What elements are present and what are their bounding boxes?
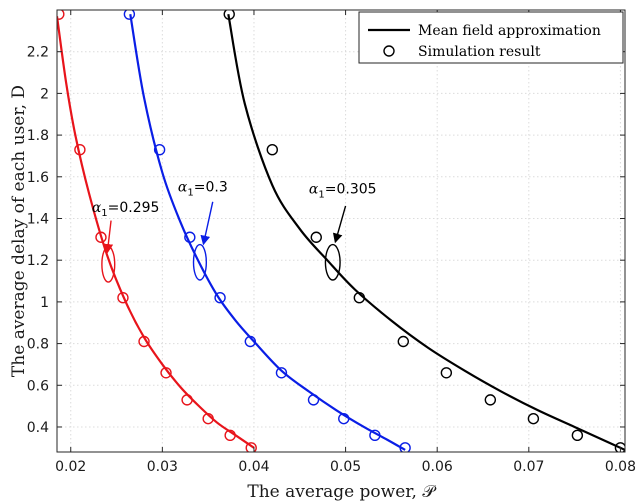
x-tick-label: 0.02 — [55, 459, 86, 475]
series-0-sim-point — [224, 429, 236, 442]
series-2-curve — [227, 13, 625, 451]
legend-marker-swatch — [383, 45, 395, 57]
y-tick-label: 1.6 — [27, 170, 49, 186]
x-tick-label: 0.07 — [513, 459, 544, 475]
legend-label-mean-field: Mean field approximation — [418, 23, 601, 39]
x-tick-label: 0.08 — [605, 459, 636, 475]
x-tick-label: 0.04 — [238, 459, 269, 475]
x-tick-label: 0.06 — [422, 459, 453, 475]
annotation-1-ellipse — [192, 243, 208, 281]
series-1-sim-point — [275, 367, 288, 379]
series-1-sim-point — [153, 143, 166, 156]
annotation-subscript: 1 — [318, 189, 324, 200]
annotation-alpha: α — [309, 181, 319, 197]
legend-box — [358, 11, 624, 64]
series-1-sim-point — [184, 231, 196, 243]
annotation-2-label: α1=0.305 — [309, 181, 377, 200]
series-0-sim-point — [138, 335, 150, 348]
series-2-sim-point — [310, 231, 322, 243]
y-axis-title: The average delay of each user, D — [9, 85, 29, 377]
x-tick-label: 0.05 — [330, 459, 361, 475]
plot-area — [57, 10, 625, 452]
series-0-sim-point — [74, 143, 86, 156]
annotation-subscript: 1 — [101, 208, 107, 219]
y-tick-label: 1.4 — [27, 211, 49, 227]
series-2-sim-point — [484, 394, 497, 406]
plot-border — [56, 9, 626, 453]
annotation-value: =0.295 — [108, 200, 160, 216]
series-2-sim-point — [353, 292, 366, 304]
series-1-sim-point — [214, 292, 226, 304]
series-0-sim-point — [202, 412, 214, 425]
series-2-sim-point — [223, 10, 235, 20]
x-axis-title: The average power, 𝒫 — [247, 482, 436, 502]
annotation-value: =0.305 — [325, 181, 377, 197]
annotation-2-ellipse — [324, 243, 341, 281]
series-2-sim-point — [440, 367, 453, 379]
series-1-sim-point — [369, 429, 381, 442]
y-tick-label: 2 — [40, 86, 49, 102]
annotation-1-label: α1=0.3 — [178, 179, 228, 198]
series-0-sim-point — [57, 10, 65, 20]
annotation-2-arrow — [332, 205, 347, 244]
y-tick-label: 0.6 — [27, 378, 49, 394]
series-2-sim-point — [397, 335, 409, 348]
y-tick-label: 2.2 — [27, 45, 49, 61]
annotation-0-ellipse — [101, 245, 116, 283]
series-1-sim-point — [123, 10, 136, 20]
y-tick-label: 1 — [40, 295, 49, 311]
y-tick-label: 1.8 — [27, 128, 49, 144]
axis-ticks: 0.02 0.03 0.04 0.05 0.06 0.07 0.08 0.4 0.6 0.8 1 1.… — [27, 10, 636, 475]
series-0-sim-point — [160, 367, 172, 379]
series-2-sim-point — [266, 143, 278, 156]
series-0-curve — [57, 16, 255, 449]
grid-lines — [57, 10, 625, 452]
annotation-alpha: α — [92, 200, 102, 216]
legend-label-simulation: Simulation result — [418, 44, 541, 60]
series-0-sim-point — [181, 394, 193, 406]
series-2-sim-point — [571, 429, 584, 442]
series-2-sim-point — [614, 442, 625, 452]
series-0-sim-point — [95, 231, 107, 243]
series-2-sim-point — [527, 412, 540, 425]
series-1-sim-point — [307, 394, 320, 406]
y-tick-label: 0.4 — [27, 420, 49, 436]
y-tick-label: 1.2 — [27, 253, 49, 269]
annotation-subscript: 1 — [187, 187, 193, 198]
annotation-1-arrow — [200, 201, 214, 246]
x-tick-label: 0.03 — [147, 459, 178, 475]
series-1-sim-point — [399, 442, 411, 452]
series-1-sim-point — [244, 335, 257, 348]
legend: Mean field approximation Simulation resu… — [358, 11, 624, 64]
series-1-curve — [129, 13, 406, 451]
series-0-sim-point — [245, 442, 257, 452]
annotation-value: =0.3 — [194, 179, 228, 195]
annotation-0-label: α1=0.295 — [92, 200, 160, 219]
annotation-0-arrow — [103, 220, 114, 254]
annotation-alpha: α — [178, 179, 188, 195]
series-0-sim-point — [117, 292, 129, 304]
y-tick-label: 0.8 — [27, 337, 49, 353]
series-1-sim-point — [338, 412, 350, 425]
